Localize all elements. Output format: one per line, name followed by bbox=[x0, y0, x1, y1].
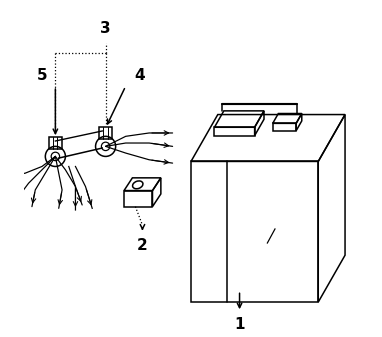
Text: 3: 3 bbox=[100, 21, 111, 36]
Text: 2: 2 bbox=[137, 239, 148, 253]
Text: 1: 1 bbox=[234, 317, 245, 332]
Text: 5: 5 bbox=[36, 68, 47, 83]
Text: 4: 4 bbox=[134, 68, 145, 83]
